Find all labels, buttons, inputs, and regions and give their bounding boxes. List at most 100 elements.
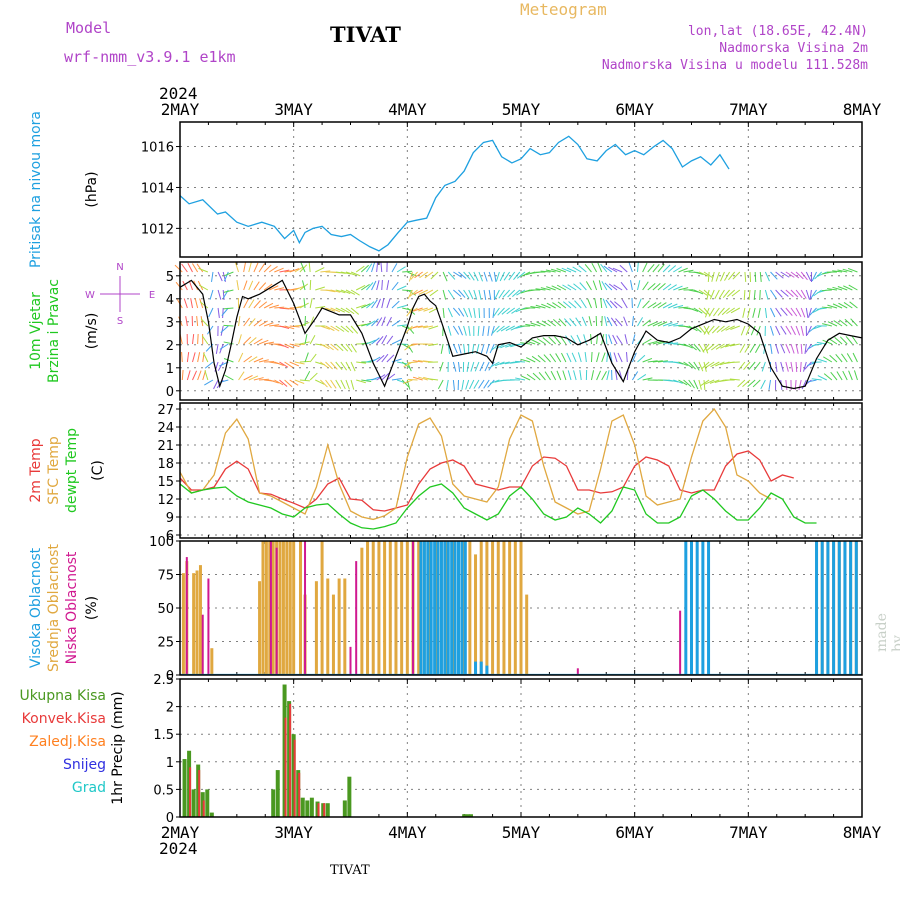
cloud-bar-high_cloud (820, 541, 824, 675)
wind-barb (238, 371, 245, 381)
cloud-bar-mid_cloud (268, 541, 272, 675)
wind-barb (817, 358, 827, 363)
wind-barb (468, 289, 474, 300)
series-line-dewpt (179, 483, 817, 530)
wind-barb (827, 321, 838, 327)
wind-barb (356, 379, 366, 384)
wind-barb (594, 298, 598, 309)
panel-frame (179, 261, 863, 401)
wind-barb (801, 379, 807, 390)
cloud-bar-mid_cloud (314, 581, 318, 675)
wind-barb (190, 298, 193, 309)
wind-barb (381, 353, 389, 363)
precip-bar-convective (289, 703, 292, 817)
wind-barb (652, 282, 661, 291)
y-tick-label: 12 (157, 493, 174, 508)
wind-barb (673, 379, 683, 384)
wind-barb (662, 302, 673, 309)
wind-barb (731, 289, 741, 297)
wind-barb (725, 325, 735, 331)
precip-bar-total (465, 814, 470, 817)
wind-barb (294, 285, 305, 291)
axis-label-clouds: Niska Oblacnost (64, 551, 80, 664)
wind-barb (531, 339, 541, 345)
year-bottom: 2024 (159, 839, 198, 858)
cloud-bar-high_cloud (426, 541, 430, 675)
wind-barb (538, 371, 546, 381)
wind-barb (483, 271, 488, 282)
wind-barb (263, 322, 274, 327)
axis-label-precip: 1hr Precip (mm) (110, 691, 126, 804)
wind-barb (728, 271, 736, 281)
wind-barb (360, 264, 369, 273)
wind-barb (845, 335, 853, 345)
y-tick-label: 2 (166, 339, 174, 354)
wind-barb (204, 370, 209, 381)
wind-barb (563, 318, 572, 327)
wind-barb (703, 289, 712, 298)
wind-barb (785, 343, 791, 354)
wind-barb (478, 289, 482, 300)
x-label-bottom: 8MAY (843, 823, 882, 842)
panel-frame (179, 540, 863, 676)
wind-barb (243, 355, 253, 363)
wind-barb (473, 307, 476, 318)
wind-barb (603, 265, 613, 273)
wind-barb (688, 361, 697, 370)
wind-barb (198, 284, 209, 291)
wind-barb (509, 361, 520, 364)
wind-barb (473, 271, 479, 282)
cloud-bar-low_cloud (355, 561, 358, 675)
wind-barb (642, 338, 652, 345)
cloud-bar-high_cloud (837, 541, 841, 675)
wind-barb (683, 379, 692, 387)
wind-barb (823, 356, 833, 363)
wind-barb (223, 324, 234, 327)
wind-barb (569, 318, 577, 327)
wind-barb (500, 343, 510, 349)
wind-barb (614, 370, 618, 381)
wind-barb (380, 261, 383, 273)
wind-barb (614, 301, 623, 309)
wind-barb (452, 307, 461, 316)
wind-barb (304, 370, 311, 381)
wind-barb (181, 351, 183, 363)
wind-barb (805, 271, 812, 282)
wind-barb (492, 325, 500, 334)
axis-label-temperature: dewpt Temp (64, 428, 80, 513)
wind-barb (730, 307, 741, 314)
wind-barb (490, 361, 500, 368)
wind-barb (289, 379, 299, 386)
wind-barb (525, 271, 536, 276)
wind-barb (742, 379, 751, 387)
wind-barb (846, 353, 853, 363)
wind-barb (606, 370, 610, 381)
wind-barb (386, 354, 395, 363)
panel-wind (100, 261, 863, 401)
wind-barb (197, 370, 202, 381)
cloud-bar-mid_cloud (388, 541, 392, 675)
wind-barb (397, 361, 408, 365)
wind-barb (546, 286, 556, 291)
wind-barb (299, 379, 310, 382)
wind-barb (598, 280, 603, 291)
cloud-bar-low_cloud (207, 578, 210, 675)
axis-label-wind: 10m Vjetar (28, 292, 44, 370)
wind-barb (536, 338, 546, 345)
wind-barb (652, 321, 663, 327)
wind-barb (361, 379, 372, 383)
wind-barb (447, 325, 452, 336)
panel-temperature (176, 402, 863, 539)
wind-barb (258, 320, 268, 327)
footer-station: TIVAT (330, 863, 370, 878)
wind-barb (406, 325, 415, 334)
wind-barb (279, 269, 290, 273)
wind-barb (805, 307, 809, 318)
wind-barb (852, 352, 858, 363)
wind-barb (308, 261, 311, 273)
wind-barb (402, 379, 413, 384)
wind-barb (849, 301, 858, 309)
wind-barb (458, 289, 466, 298)
wind-barb (552, 318, 562, 327)
y-tick-label: 1 (166, 362, 174, 377)
